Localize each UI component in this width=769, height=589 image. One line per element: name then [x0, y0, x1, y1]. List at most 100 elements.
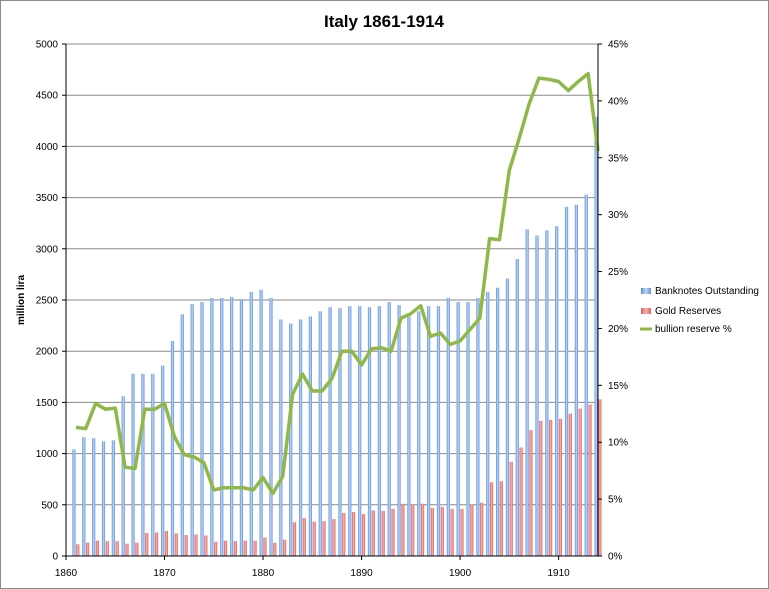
bar-banknotes: [407, 316, 411, 556]
bar-banknotes: [446, 297, 450, 556]
bar-banknotes: [367, 307, 372, 556]
bar-gold: [480, 502, 484, 556]
y-tick-label: 4500: [36, 91, 59, 102]
bar-gold: [184, 535, 188, 556]
bar-gold: [401, 503, 405, 556]
y2-tick-label: 45%: [608, 40, 628, 51]
bar-banknotes: [466, 302, 470, 556]
bar-banknotes: [486, 291, 490, 556]
bar-banknotes: [121, 396, 125, 556]
bar-gold: [105, 541, 109, 556]
bar-banknotes: [456, 302, 460, 556]
bar-banknotes: [328, 307, 332, 556]
bar-gold: [263, 537, 267, 556]
bar-banknotes: [338, 308, 342, 556]
bar-banknotes: [170, 340, 175, 556]
bar-gold: [135, 542, 139, 556]
line-bullion-reserve: [75, 71, 600, 496]
bar-gold: [283, 539, 287, 556]
y-tick-label: 1500: [36, 398, 59, 409]
x-tick-label: 1860: [55, 568, 78, 579]
bar-banknotes: [308, 316, 312, 556]
axes-group: [62, 43, 602, 560]
bar-gold: [145, 532, 149, 556]
bar-gold: [302, 518, 306, 556]
bar-banknotes: [289, 323, 293, 556]
bar-gold: [342, 512, 346, 556]
bar-banknotes: [190, 304, 194, 556]
bar-banknotes: [269, 297, 273, 556]
bar-gold: [243, 540, 247, 556]
bar-gold: [391, 508, 395, 556]
bar-banknotes: [436, 306, 441, 556]
legend-label-bullion: bullion reserve %: [655, 324, 732, 335]
bar-banknotes: [574, 204, 578, 556]
y2-tick-label: 35%: [608, 153, 628, 164]
bar-gold: [381, 510, 385, 556]
bar-banknotes: [318, 311, 322, 556]
legend-swatch-banknotes: [641, 288, 651, 294]
bar-gold: [519, 447, 523, 556]
bar-banknotes: [220, 297, 224, 556]
bar-gold: [312, 521, 316, 556]
tick-labels: 0 500 1000 1500 2000 2500 3000 3500 4000 4500 5000…: [36, 40, 628, 580]
bar-banknotes: [151, 373, 155, 556]
bars-group: [72, 116, 602, 557]
y2-tick-label: 30%: [608, 210, 628, 221]
bar-gold: [371, 510, 375, 556]
x-tick-label: 1910: [547, 568, 570, 579]
bar-gold: [539, 420, 543, 556]
bar-banknotes: [535, 235, 539, 556]
x-tick-label: 1900: [449, 568, 472, 579]
bar-banknotes: [505, 278, 510, 556]
x-tick-label: 1880: [252, 568, 275, 579]
bar-banknotes: [377, 306, 381, 556]
bar-gold: [509, 461, 513, 556]
bar-banknotes: [82, 437, 86, 556]
bar-gold: [115, 541, 119, 556]
x-tick-label: 1890: [350, 568, 373, 579]
lines-group: [75, 71, 600, 496]
bar-gold: [489, 482, 494, 556]
y-tick-label: 2000: [36, 347, 59, 358]
bar-gold: [578, 408, 582, 556]
bar-banknotes: [200, 302, 204, 556]
y2-tick-label: 10%: [608, 438, 628, 449]
bar-banknotes: [210, 297, 214, 556]
bar-gold: [420, 503, 425, 556]
legend-label-gold: Gold Reserves: [655, 306, 721, 317]
bar-banknotes: [131, 373, 135, 556]
bar-gold: [499, 481, 503, 556]
legend: Banknotes Outstanding Gold Reserves bullio…: [640, 286, 759, 335]
y-tick-label: 4000: [36, 142, 59, 153]
y2-tick-label: 20%: [608, 324, 628, 335]
bar-banknotes: [515, 259, 519, 556]
y-tick-label: 0: [52, 552, 58, 563]
bar-gold: [332, 519, 336, 556]
bar-banknotes: [397, 305, 401, 556]
bar-gold: [164, 530, 169, 556]
bar-gold: [411, 504, 415, 556]
bar-gold: [253, 540, 257, 556]
y-tick-label: 2500: [36, 296, 59, 307]
bar-gold: [214, 541, 218, 556]
bar-banknotes: [141, 373, 145, 556]
bar-gold: [204, 535, 208, 556]
bar-gold: [440, 506, 444, 556]
bar-banknotes: [259, 289, 263, 556]
legend-label-banknotes: Banknotes Outstanding: [655, 286, 759, 297]
bar-banknotes: [555, 226, 559, 556]
bar-gold: [588, 404, 592, 556]
bar-banknotes: [92, 438, 96, 556]
bar-gold: [352, 511, 356, 556]
bar-banknotes: [387, 302, 391, 556]
bar-gold: [430, 507, 435, 556]
y2-tick-label: 40%: [608, 96, 628, 107]
y-tick-label: 1000: [36, 449, 59, 460]
bar-gold: [174, 533, 178, 556]
bar-banknotes: [161, 365, 165, 556]
bar-gold: [292, 522, 297, 556]
bar-banknotes: [495, 287, 500, 556]
bar-gold: [361, 514, 366, 556]
